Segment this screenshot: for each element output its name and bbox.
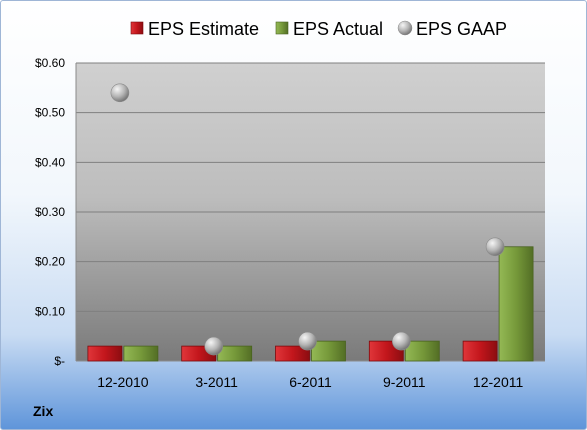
eps-gaap-marker — [110, 83, 130, 103]
y-tick-label: $0.30 — [35, 205, 65, 219]
y-tick-label: $0.10 — [35, 304, 65, 318]
legend-label: EPS Actual — [293, 19, 383, 39]
y-tick-label: $0.60 — [35, 56, 65, 70]
eps-actual-bar — [123, 345, 159, 362]
x-tick-label: 6-2011 — [289, 374, 332, 390]
eps-actual-bar — [217, 345, 253, 362]
eps-gaap-marker — [485, 237, 505, 257]
y-tick-label: $0.50 — [35, 106, 65, 120]
eps-estimate-bar — [462, 340, 498, 362]
gaap-markers — [110, 83, 505, 356]
eps-actual-bar — [404, 340, 440, 362]
x-axis-labels: 12-2010 3-2011 6-2011 9-2011 12-2011 — [97, 374, 523, 390]
bars — [87, 246, 534, 362]
eps-estimate-bar — [87, 345, 123, 362]
legend-label: EPS GAAP — [416, 19, 507, 39]
eps-gaap-marker — [391, 331, 411, 351]
eps-gaap-marker — [298, 331, 317, 351]
x-tick-label: 9-2011 — [383, 374, 426, 390]
y-axis-ticks: $- $0.10 $0.20 $0.30 $0.40 $0.50 $0.60 — [35, 56, 65, 368]
eps-estimate-bar — [275, 345, 310, 362]
legend: EPS Estimate EPS Actual EPS GAAP — [130, 19, 507, 39]
eps-actual-bar — [311, 340, 346, 362]
company-label: Zix — [33, 403, 54, 419]
eps-gaap-marker — [204, 336, 223, 356]
legend-label: EPS Estimate — [148, 19, 259, 39]
legend-swatch — [397, 20, 413, 36]
x-tick-label: 12-2011 — [473, 374, 524, 390]
y-tick-label: $0.20 — [35, 255, 65, 269]
legend-swatch — [275, 21, 289, 35]
y-tick-label: $0.40 — [35, 155, 65, 169]
y-tick-label: $- — [54, 354, 65, 368]
x-tick-label: 12-2010 — [97, 374, 149, 390]
x-tick-label: 3-2011 — [195, 374, 238, 390]
legend-swatch — [130, 21, 144, 35]
eps-actual-bar — [498, 246, 534, 362]
